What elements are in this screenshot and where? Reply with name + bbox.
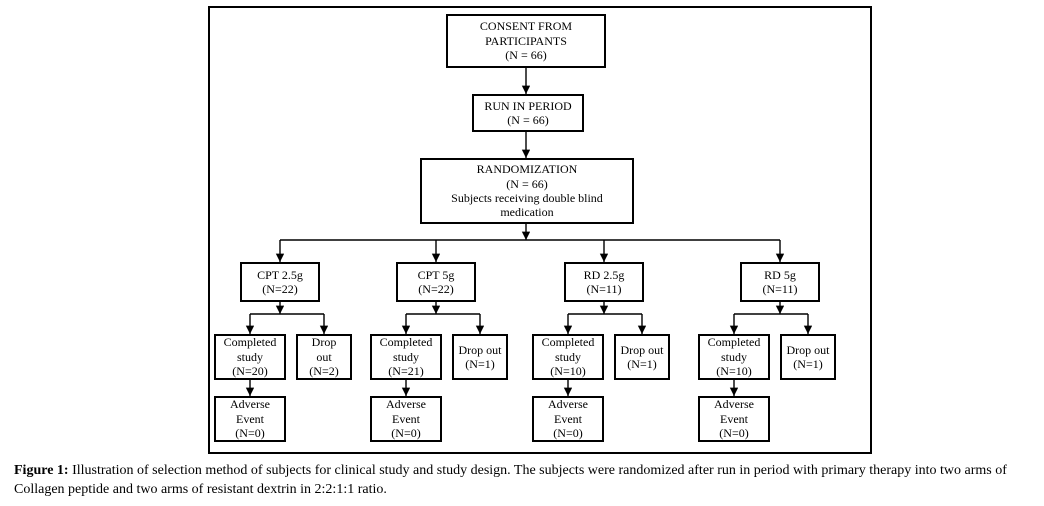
node-r25adv: AdverseEvent(N=0) — [532, 396, 604, 442]
node-rd25: RD 2.5g(N=11) — [564, 262, 644, 302]
node-r5drop: Drop out(N=1) — [780, 334, 836, 380]
node-rd5: RD 5g(N=11) — [740, 262, 820, 302]
node-c25drop: Dropout(N=2) — [296, 334, 352, 380]
node-cpt5: CPT 5g(N=22) — [396, 262, 476, 302]
node-c5drop: Drop out(N=1) — [452, 334, 508, 380]
figure-caption: Figure 1: Illustration of selection meth… — [14, 462, 1014, 500]
arrows-layer — [0, 0, 1044, 506]
caption-text: Illustration of selection method of subj… — [14, 463, 1007, 497]
node-c5comp: Completedstudy(N=21) — [370, 334, 442, 380]
figure-wrap: CONSENT FROMPARTICIPANTS(N = 66) RUN IN P… — [0, 0, 1044, 506]
node-c25comp: Completedstudy(N=20) — [214, 334, 286, 380]
node-consent: CONSENT FROMPARTICIPANTS(N = 66) — [446, 14, 606, 68]
node-r25drop: Drop out(N=1) — [614, 334, 670, 380]
node-rand: RANDOMIZATION(N = 66)Subjects receiving … — [420, 158, 634, 224]
node-c25adv: AdverseEvent(N=0) — [214, 396, 286, 442]
node-c5adv: AdverseEvent(N=0) — [370, 396, 442, 442]
node-r5adv: AdverseEvent(N=0) — [698, 396, 770, 442]
node-runin: RUN IN PERIOD(N = 66) — [472, 94, 584, 132]
node-r25comp: Completedstudy(N=10) — [532, 334, 604, 380]
node-cpt25: CPT 2.5g(N=22) — [240, 262, 320, 302]
node-r5comp: Completedstudy(N=10) — [698, 334, 770, 380]
caption-label: Figure 1: — [14, 463, 69, 478]
